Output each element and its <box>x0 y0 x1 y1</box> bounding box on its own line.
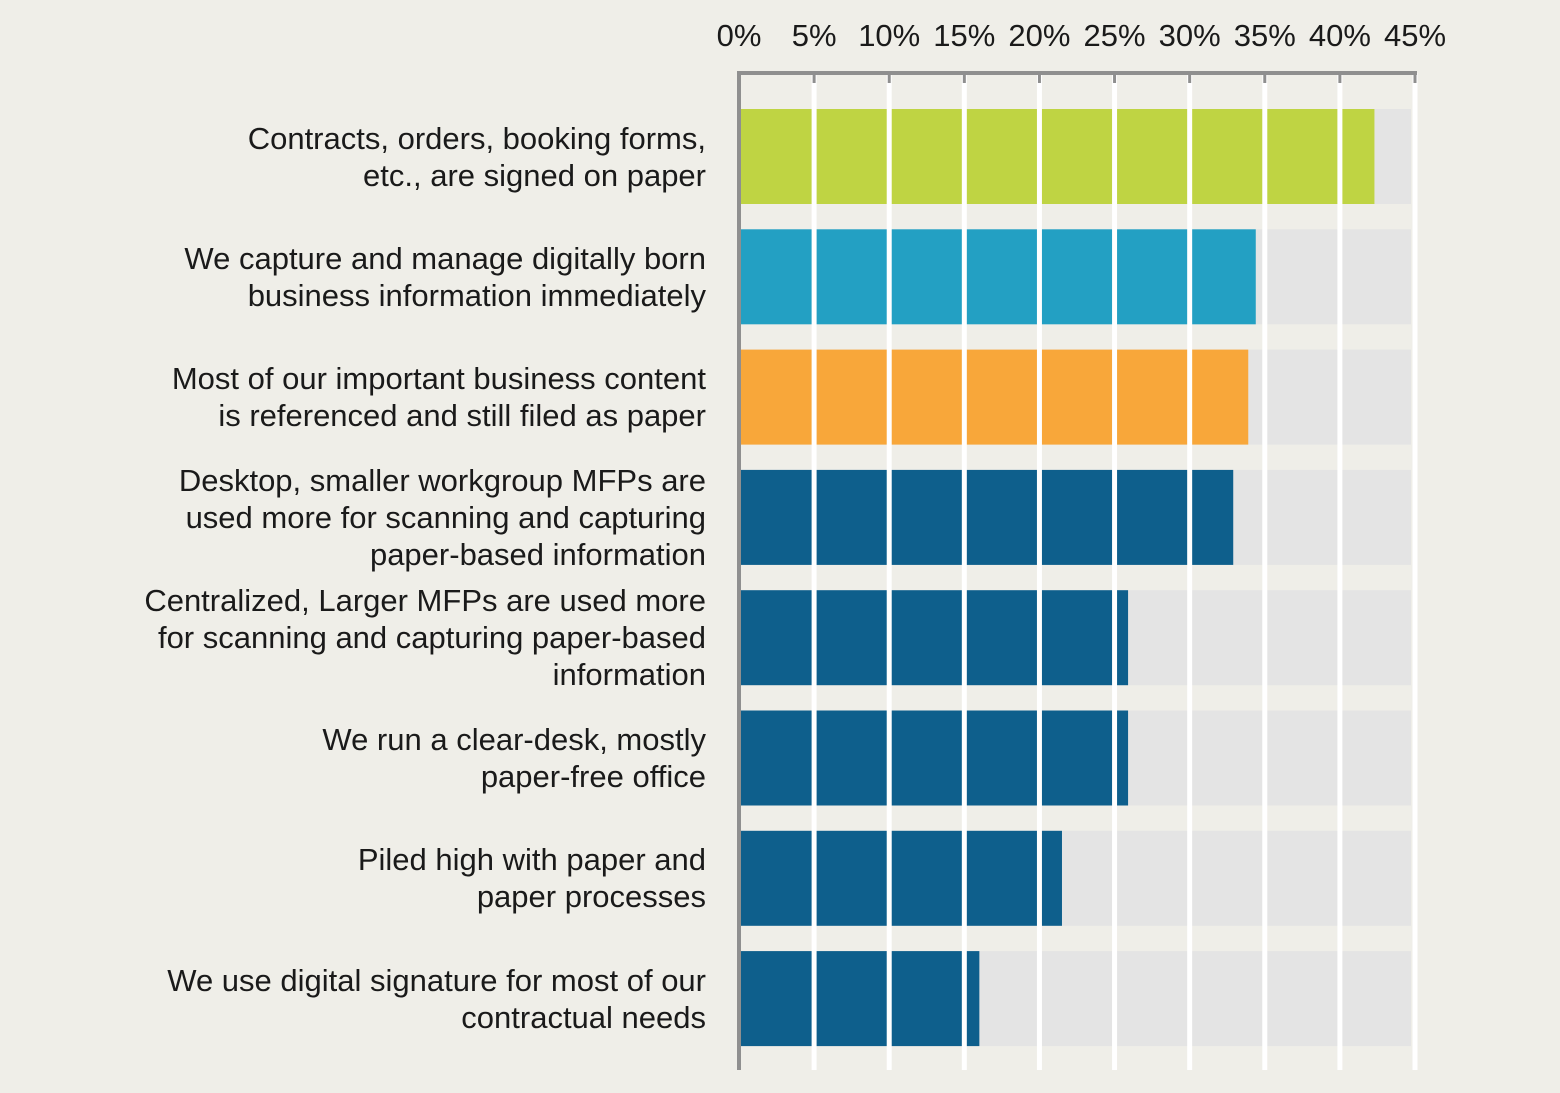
category-label-line: We capture and manage digitally born <box>184 240 706 276</box>
category-label-line: information <box>552 657 706 693</box>
x-tick-label: 15% <box>933 18 995 53</box>
category-label-line: contractual needs <box>461 999 706 1035</box>
category-label: We use digital signature for most of our… <box>167 962 706 1036</box>
bar <box>739 109 1375 204</box>
gridlines <box>811 73 1418 1070</box>
category-label: Most of our important business content is… <box>172 360 706 434</box>
category-label: We capture and manage digitally born busi… <box>184 240 706 314</box>
bars <box>739 109 1375 1047</box>
category-label-line: business information immediately <box>247 277 706 313</box>
category-label-line: Centralized, Larger MFPs are used more <box>144 583 706 619</box>
x-tick-label: 25% <box>1084 18 1146 53</box>
category-label: Desktop, smaller workgroup MFPs are used … <box>179 462 706 573</box>
category-label-line: is referenced and still filed as paper <box>218 398 706 434</box>
category-label: We run a clear-desk, mostly paper-free of… <box>322 721 706 795</box>
bar <box>739 830 1062 926</box>
x-tick-label: 45% <box>1384 18 1446 53</box>
bar <box>739 469 1234 565</box>
bar <box>739 951 980 1047</box>
category-label: Contracts, orders, booking forms, etc., a… <box>248 120 706 194</box>
bar <box>739 710 1129 806</box>
category-label-line: We use digital signature for most of our <box>167 962 706 998</box>
bar <box>739 229 1256 325</box>
bar <box>739 349 1249 445</box>
category-label-line: Contracts, orders, booking forms, <box>247 120 706 156</box>
category-label-line: paper-based information <box>369 536 706 572</box>
category-label-line: etc., are signed on paper <box>363 157 706 193</box>
category-label-line: Most of our important business content <box>171 361 706 397</box>
category-label-line: paper-free office <box>480 759 706 794</box>
x-tick-label: 5% <box>792 18 837 53</box>
category-label-line: used more for scanning and capturing <box>185 499 706 535</box>
category-label-line: Desktop, smaller workgroup MFPs are <box>178 462 706 498</box>
x-tick-label: 20% <box>1008 18 1070 53</box>
x-tick-label: 10% <box>858 18 920 53</box>
bar <box>739 590 1129 686</box>
axis: 0% 5% 10% 15% 20% 25% 30% 35% 40% 45% <box>717 18 1446 1070</box>
category-label: Centralized, Larger MFPs are used more fo… <box>144 582 706 693</box>
x-tick-label: 40% <box>1309 18 1371 53</box>
category-label-line: paper processes <box>476 879 706 915</box>
category-label-line: We run a clear-desk, mostly <box>322 722 706 757</box>
category-label: Piled high with paper and paper processes <box>358 841 706 915</box>
x-tick-label: 30% <box>1159 18 1221 53</box>
x-tick-label: 0% <box>717 18 762 53</box>
category-label-line: for scanning and capturing paper-based <box>157 620 706 656</box>
x-tick-label: 35% <box>1234 18 1296 53</box>
category-label-line: Piled high with paper and <box>357 842 706 878</box>
